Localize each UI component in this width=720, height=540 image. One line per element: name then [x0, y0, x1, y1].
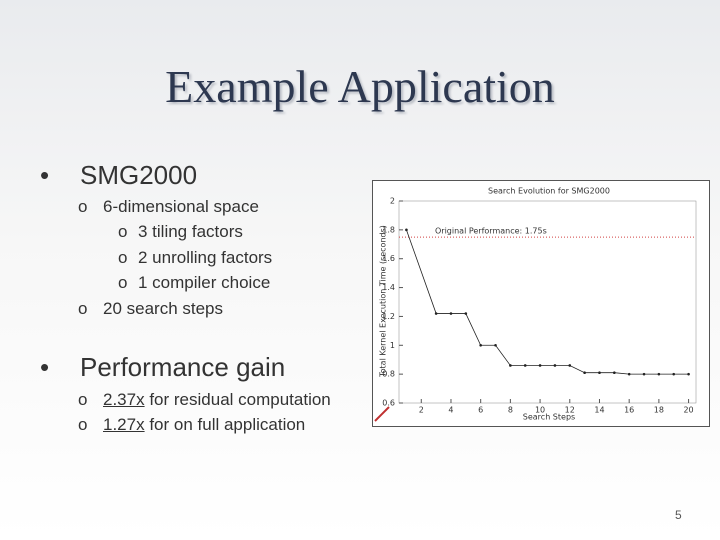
reference-label: Original Performance: 1.75s	[435, 227, 547, 236]
y-axis-label: Total Kernel Execution Time (seconds)	[379, 225, 388, 378]
y-tick-label: 0.6	[382, 399, 395, 408]
bullet-text: for residual computation	[149, 390, 331, 409]
emphasis: 2.37x	[103, 390, 145, 409]
x-tick-label: 8	[508, 406, 513, 415]
data-point	[405, 228, 408, 232]
bullet-mark: o	[78, 415, 88, 434]
x-tick-label: 6	[478, 406, 483, 415]
data-point	[494, 343, 497, 347]
data-point	[687, 372, 690, 376]
bullet-mark: o	[118, 248, 128, 267]
y-tick-label: 1.2	[382, 312, 395, 321]
x-tick-label: 12	[565, 406, 575, 415]
y-tick-label: 1	[390, 341, 395, 350]
x-tick-label: 14	[594, 406, 604, 415]
x-tick-label: 10	[535, 406, 545, 415]
x-tick-label: 4	[448, 406, 453, 415]
data-point	[568, 364, 572, 367]
bullet: 2 unrolling factors	[138, 248, 273, 267]
bullet: 3 tiling factors	[138, 222, 243, 241]
bullet-mark: o	[78, 390, 88, 409]
bullet-mark: o	[118, 273, 128, 292]
data-point	[538, 364, 542, 367]
data-point	[672, 372, 676, 376]
series-line	[406, 229, 689, 375]
y-tick-label: 1.6	[382, 254, 395, 263]
x-tick-label: 2	[419, 406, 424, 415]
chart: Search Evolution for SMG2000 Search Step…	[372, 180, 710, 427]
data-point	[657, 372, 661, 376]
data-point	[583, 371, 586, 374]
data-point	[523, 364, 527, 367]
page-number: 5	[675, 508, 682, 522]
bullet: 20 search steps	[103, 299, 224, 318]
plot-area	[398, 200, 697, 404]
data-point	[449, 312, 453, 315]
data-point	[479, 343, 482, 347]
x-tick-label: 20	[683, 406, 693, 415]
slide-title: Example Application	[165, 61, 555, 112]
bullet: SMG2000	[80, 160, 198, 190]
bullet: Performance gain	[80, 352, 286, 382]
y-tick-label: 2	[390, 197, 395, 206]
bullet-mark: •	[40, 352, 50, 382]
data-point	[642, 372, 646, 376]
chart-title: Search Evolution for SMG2000	[488, 187, 610, 196]
y-tick-label: 0.8	[382, 370, 395, 379]
y-tick-label: 1.8	[382, 225, 395, 234]
bullet-mark: o	[78, 197, 88, 216]
data-point	[627, 372, 631, 376]
bullet-text: for on full application	[149, 415, 306, 434]
data-point	[553, 364, 557, 367]
bullet-mark: •	[40, 160, 50, 190]
x-axis-label: Search Steps	[523, 413, 575, 422]
x-tick-label: 16	[624, 406, 634, 415]
decoration	[374, 406, 390, 422]
data-point	[434, 312, 438, 315]
x-tick-label: 18	[654, 406, 664, 415]
bullet: 1.27x for on full application	[103, 415, 305, 435]
bullet-mark: o	[118, 222, 128, 241]
bullet-mark: o	[78, 299, 88, 318]
data-point	[598, 371, 601, 374]
data-point	[464, 312, 468, 315]
data-point	[509, 364, 512, 367]
data-point	[613, 371, 616, 374]
emphasis: 1.27x	[103, 415, 145, 434]
bullet: 2.37x for residual computation	[103, 390, 331, 410]
y-tick-label: 1.4	[382, 283, 395, 292]
bullet: 1 compiler choice	[138, 273, 271, 292]
bullet: 6-dimensional space	[103, 197, 259, 216]
